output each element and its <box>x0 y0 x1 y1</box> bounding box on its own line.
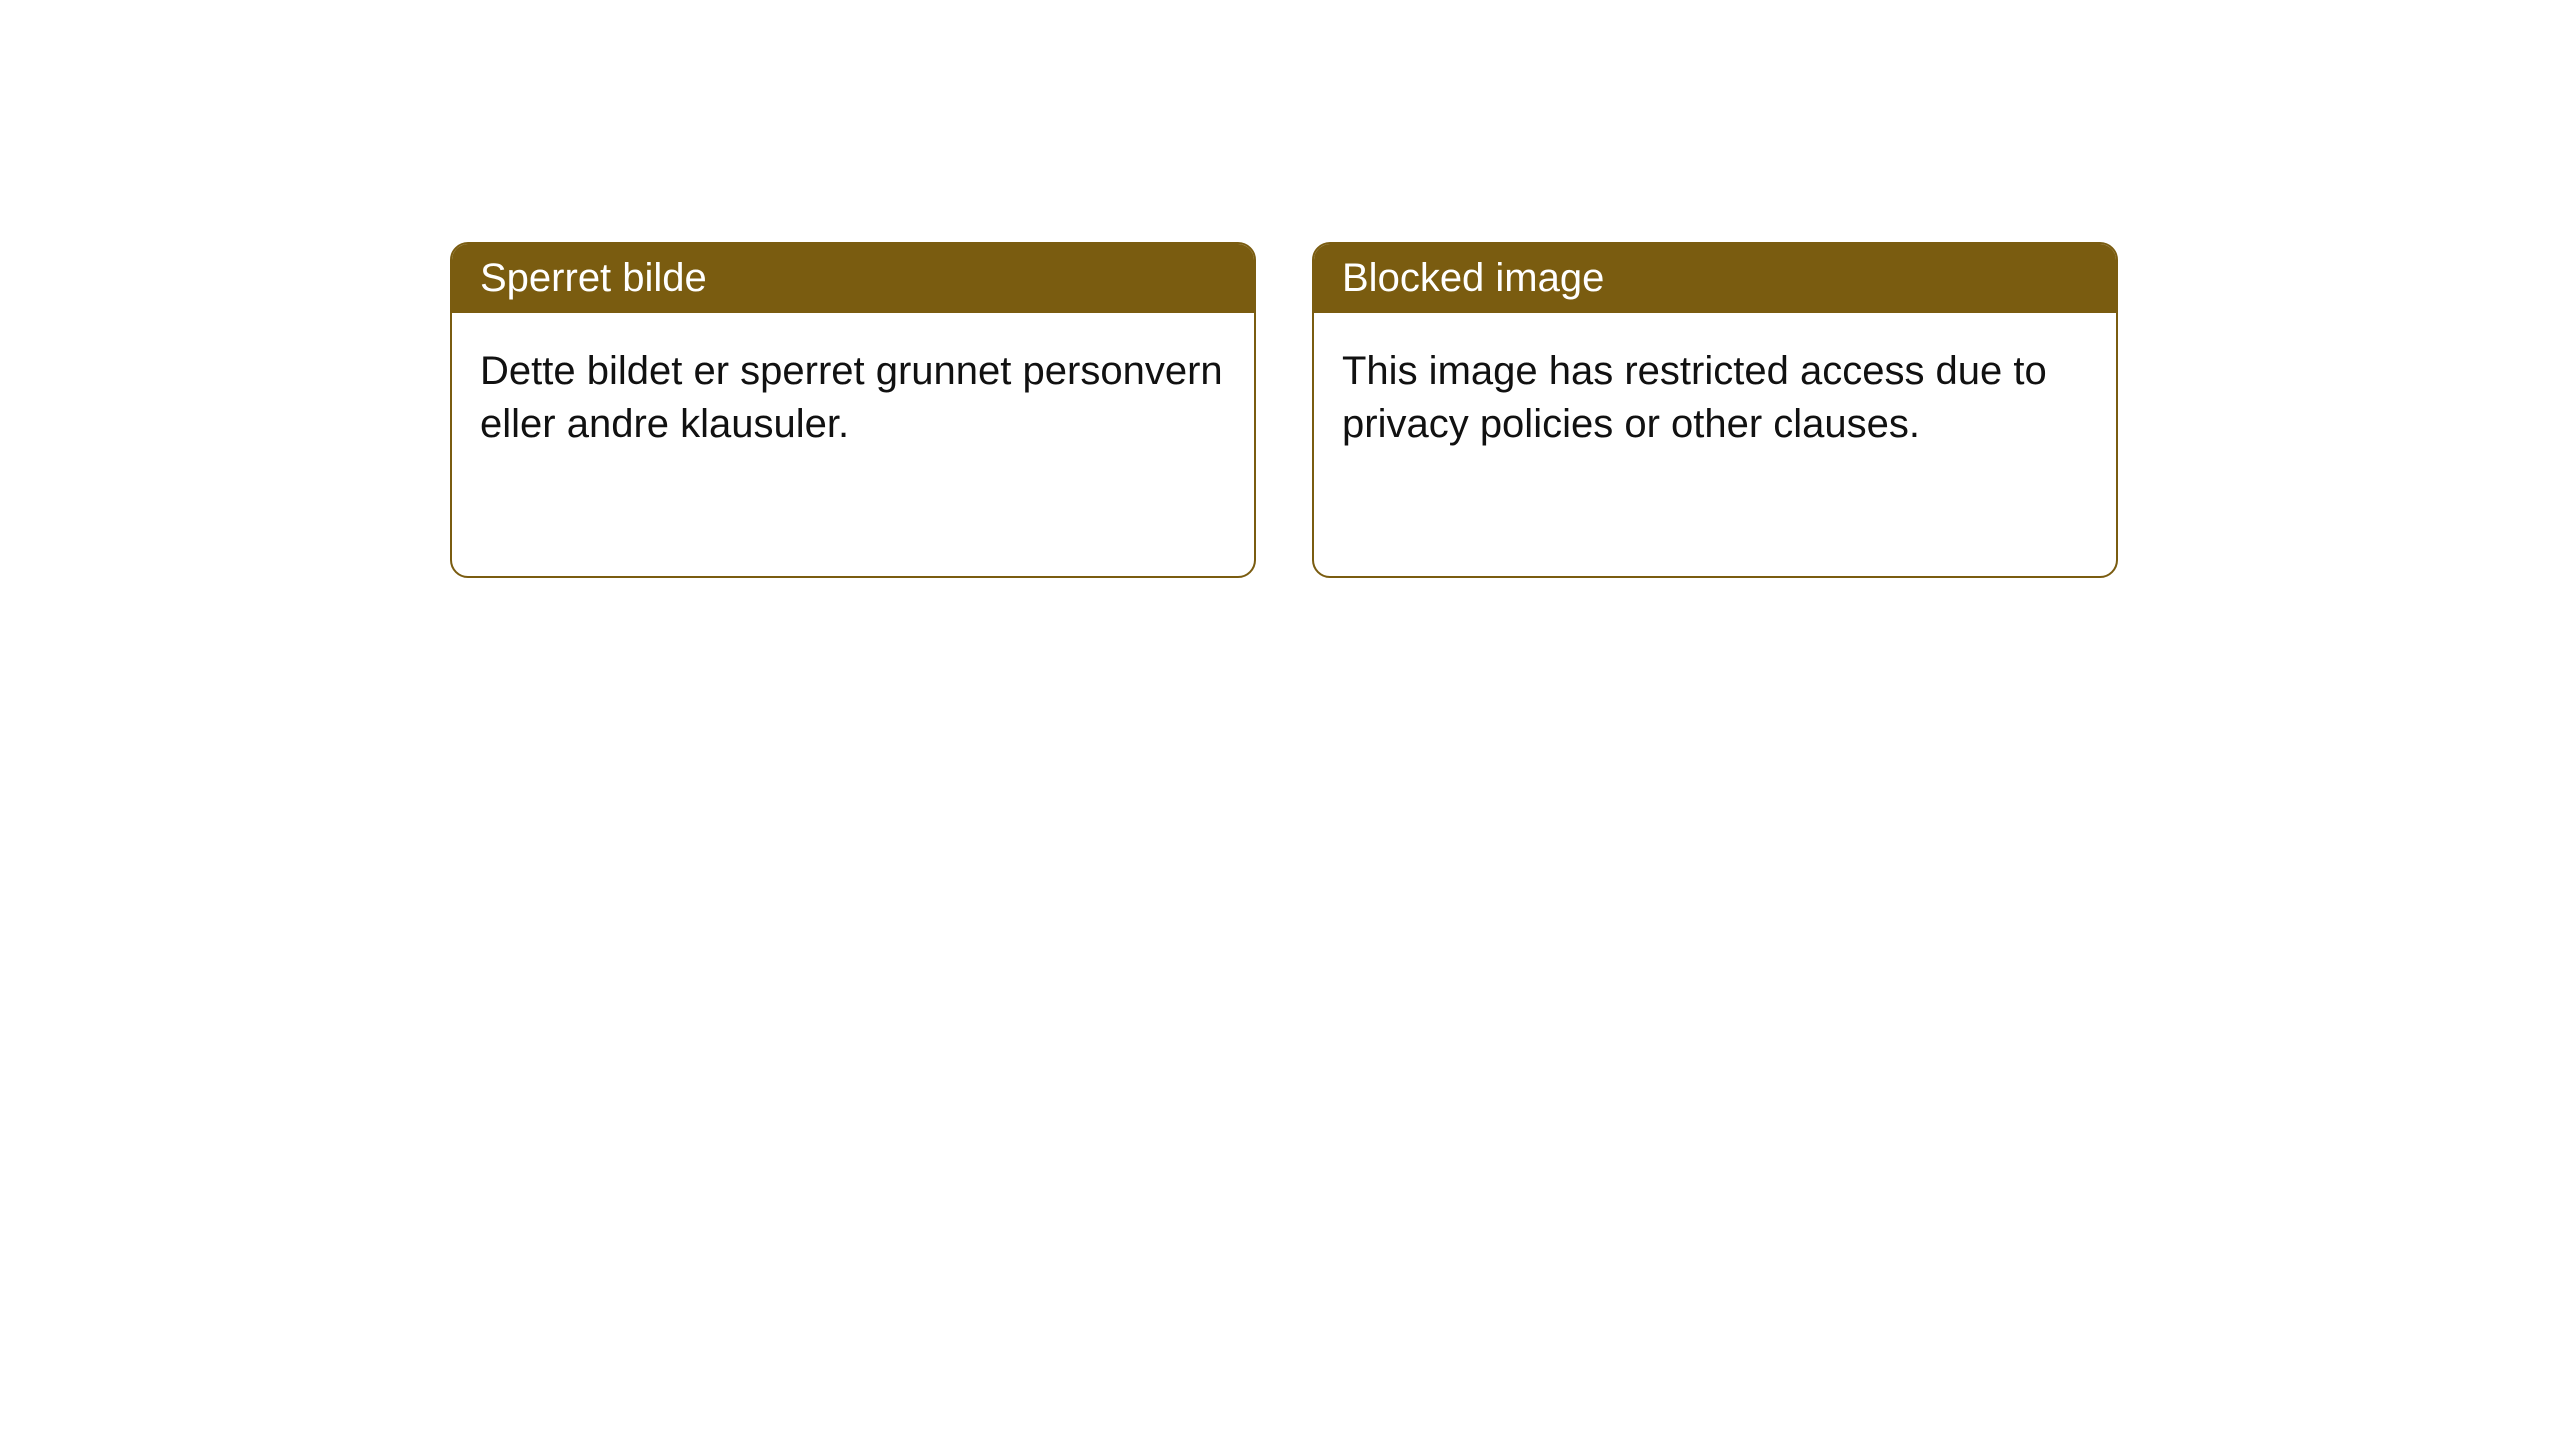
cards-container: Sperret bilde Dette bildet er sperret gr… <box>450 242 2118 578</box>
card-english: Blocked image This image has restricted … <box>1312 242 2118 578</box>
card-title-norwegian: Sperret bilde <box>480 256 707 300</box>
card-title-english: Blocked image <box>1342 256 1604 300</box>
card-header-english: Blocked image <box>1314 244 2116 313</box>
card-norwegian: Sperret bilde Dette bildet er sperret gr… <box>450 242 1256 578</box>
card-text-norwegian: Dette bildet er sperret grunnet personve… <box>480 349 1223 446</box>
card-body-english: This image has restricted access due to … <box>1314 313 2116 483</box>
card-body-norwegian: Dette bildet er sperret grunnet personve… <box>452 313 1254 483</box>
card-header-norwegian: Sperret bilde <box>452 244 1254 313</box>
card-text-english: This image has restricted access due to … <box>1342 349 2047 446</box>
